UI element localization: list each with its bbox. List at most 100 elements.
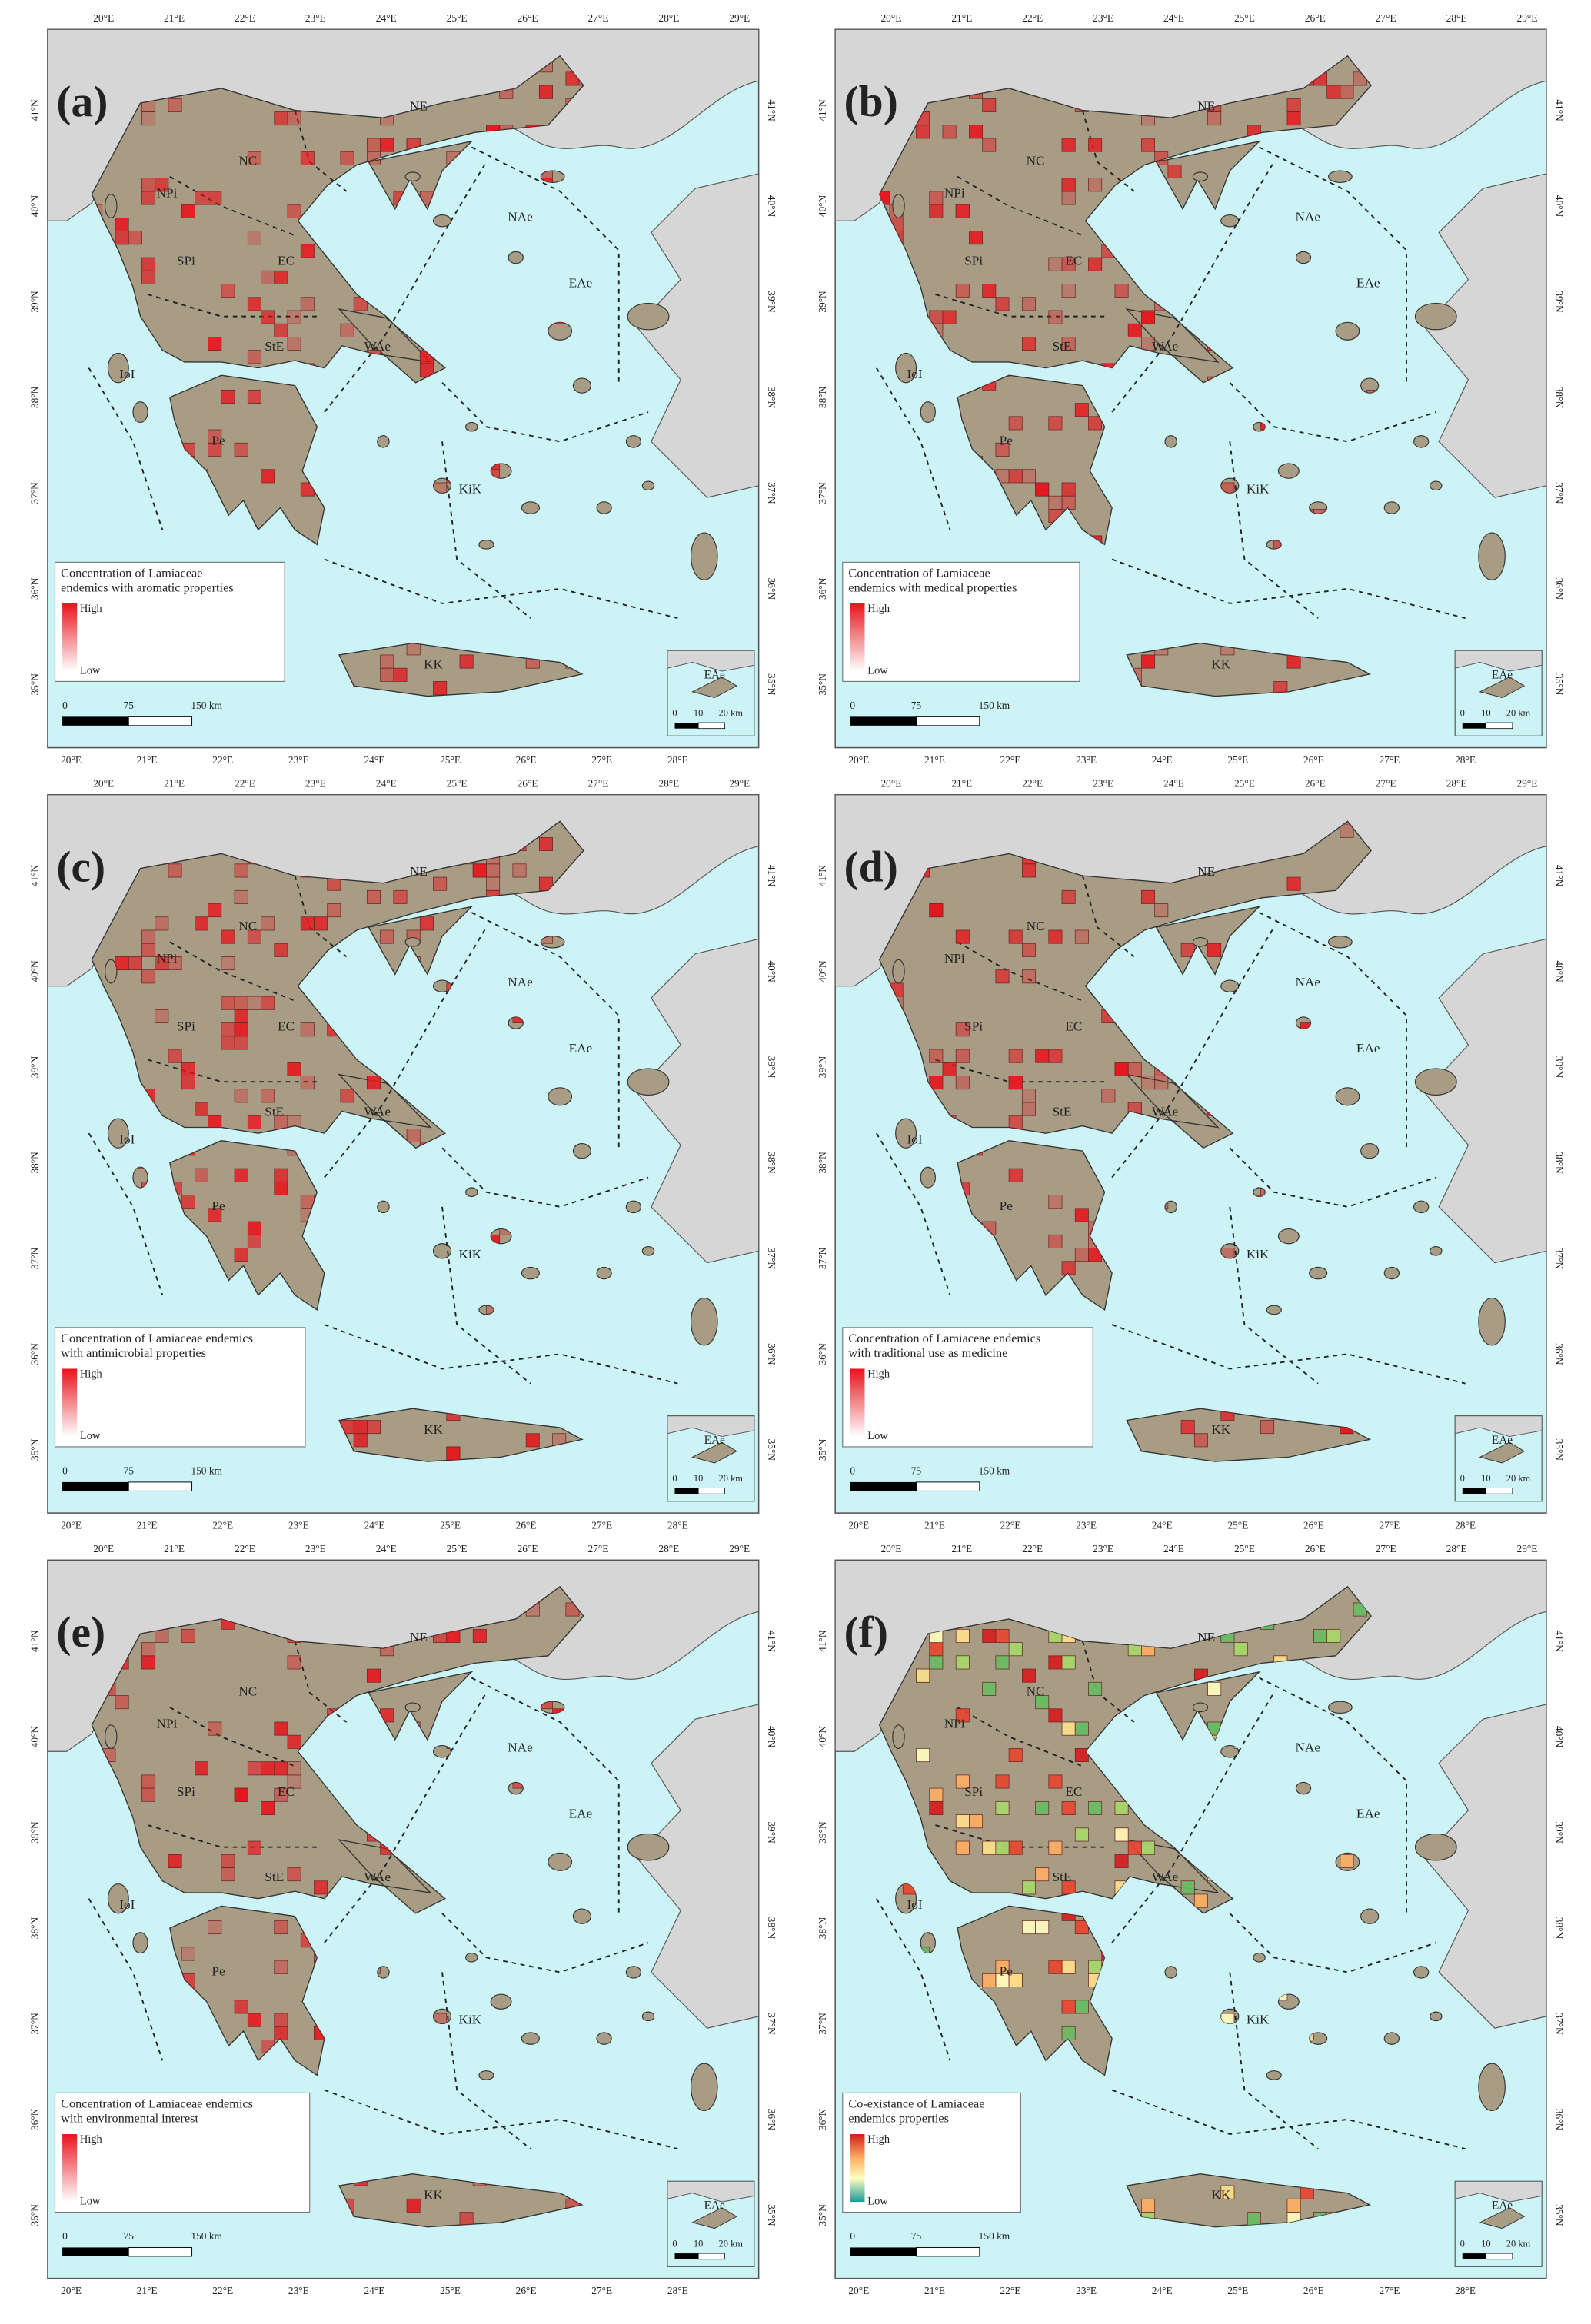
region-label: SPi	[177, 1784, 195, 1799]
lat-label: 38°N	[817, 1152, 828, 1174]
lat-label: 35°N	[817, 1438, 828, 1461]
grid-cell	[1061, 1800, 1076, 1815]
grid-cell	[1167, 165, 1182, 179]
lat-label: 39°N	[817, 291, 828, 313]
grid-cell	[115, 1695, 129, 1710]
inset-scale-black	[674, 723, 699, 729]
island	[377, 1200, 390, 1214]
grid-cell	[446, 1446, 461, 1461]
grid-cell	[1021, 969, 1036, 984]
inset-island	[1479, 677, 1526, 698]
island	[1430, 480, 1443, 491]
legend-title: endemics with medical properties	[848, 581, 1017, 595]
grid-cell	[433, 876, 448, 891]
grid-cell	[300, 1076, 315, 1090]
lon-label: 25°E	[440, 1519, 461, 1531]
scale-white	[916, 1481, 980, 1491]
region-border	[1229, 382, 1436, 443]
lat-label: 36°N	[29, 577, 41, 600]
island	[1383, 501, 1400, 514]
lon-label: 28°E	[658, 1543, 679, 1554]
region-border	[169, 175, 295, 237]
grid-cell	[1048, 1234, 1063, 1248]
island	[1414, 302, 1457, 331]
grid-cell	[247, 1221, 261, 1235]
scale-label: 150 km	[979, 1465, 1010, 1477]
grid-cell	[155, 1628, 169, 1643]
region-border	[169, 1706, 295, 1767]
grid-cell	[274, 2026, 288, 2040]
panel-label: (a)	[56, 78, 108, 126]
grid-cell	[1074, 929, 1089, 944]
island	[1192, 171, 1209, 182]
lon-label: 27°E	[591, 2285, 612, 2296]
legend-title: Co-existance of Lamiaceae	[848, 2096, 984, 2110]
lat-label: 41°N	[817, 865, 828, 887]
grid-cell	[1074, 1248, 1089, 1262]
lat-label: 37°N	[766, 482, 777, 504]
grid-cell	[955, 929, 970, 944]
grid-cell	[472, 1628, 487, 1643]
island	[627, 302, 670, 331]
grid-cell	[486, 863, 501, 878]
grid-cell	[261, 270, 275, 284]
inset-scale-label: 10	[1481, 707, 1490, 718]
inset-scale-black	[1462, 2253, 1486, 2259]
grid-cell	[194, 1168, 208, 1182]
grid-cell	[1074, 2000, 1089, 2014]
grid-cell	[155, 956, 169, 971]
grid-cell	[234, 1009, 248, 1023]
grid-cell	[128, 231, 142, 245]
grid-cell	[274, 1721, 288, 1736]
scale-label: 75	[124, 1465, 135, 1477]
lat-label: 37°N	[817, 1247, 828, 1269]
region-label: NC	[1027, 919, 1045, 933]
scale-label: 0	[850, 1465, 855, 1477]
region-border	[441, 1206, 531, 1385]
legend-high: High	[80, 603, 102, 615]
lon-label: 23°E	[1076, 1519, 1097, 1531]
grid-cell	[274, 1787, 288, 1802]
grid-cell	[155, 916, 169, 931]
lon-label: 28°E	[1455, 2285, 1476, 2296]
grid-cell	[929, 204, 944, 218]
grid-cell	[353, 1420, 368, 1435]
lon-label: 22°E	[235, 12, 255, 24]
lon-label: 24°E	[376, 1543, 397, 1554]
region-label: WAe	[364, 1104, 391, 1119]
grid-cell	[274, 1920, 288, 1935]
lon-label: 22°E	[1000, 1519, 1021, 1531]
region-label: KiK	[459, 2013, 482, 2027]
grid-cell	[1008, 1168, 1023, 1182]
inset-scale-label: 20 km	[719, 707, 744, 718]
region-border	[1111, 161, 1275, 413]
lon-label: 20°E	[93, 778, 114, 790]
lat-label: 38°N	[1553, 1152, 1565, 1174]
lon-label: 23°E	[305, 1543, 326, 1554]
region-label: KK	[424, 657, 443, 671]
inset-scale-black	[674, 1488, 699, 1494]
lon-label: 27°E	[1376, 12, 1396, 24]
legend-title: Concentration of Lamiaceae endemics	[61, 2096, 253, 2110]
island	[548, 1852, 573, 1871]
lat-label: 38°N	[766, 1917, 777, 1940]
region-label: NAe	[508, 1740, 533, 1754]
inset-scale-black	[1462, 723, 1486, 729]
panel-label: (d)	[844, 843, 898, 892]
grid-cell	[1286, 876, 1301, 891]
grid-cell	[234, 1036, 248, 1050]
grid-cell	[141, 929, 156, 944]
scale-black	[850, 1481, 917, 1491]
legend-title: Concentration of Lamiaceae endemics	[61, 1332, 253, 1345]
grid-cell	[1048, 1840, 1063, 1855]
grid-cell	[995, 969, 1010, 984]
lat-label: 41°N	[817, 1630, 828, 1652]
grid-cell	[287, 111, 301, 126]
grid-cell	[1048, 1960, 1063, 1974]
lat-label: 40°N	[817, 194, 828, 217]
lon-label: 20°E	[848, 2285, 869, 2296]
lon-label: 22°E	[212, 754, 233, 766]
island	[596, 501, 612, 514]
lat-label: 41°N	[29, 865, 41, 887]
region-label: KiK	[1247, 2013, 1270, 2027]
